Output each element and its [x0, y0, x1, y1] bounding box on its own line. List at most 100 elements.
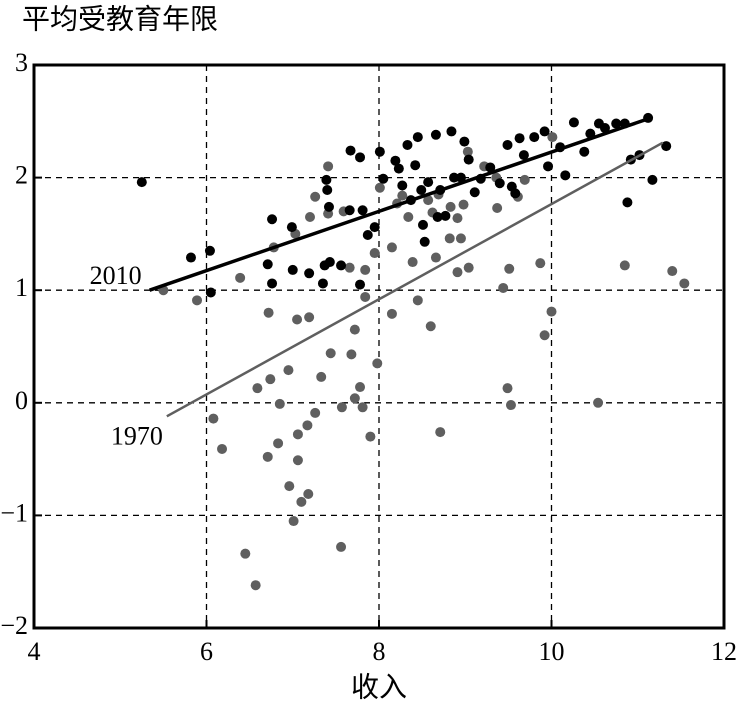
y-tick-label: 0 [15, 386, 28, 415]
fit-line [149, 116, 652, 292]
scatter-point [235, 272, 246, 283]
scatter-point [435, 427, 446, 438]
y-tick-label: 1 [15, 273, 28, 302]
scatter-point [262, 451, 273, 462]
scatter-point [444, 233, 455, 244]
scatter-point [296, 496, 307, 507]
scatter-point [302, 420, 313, 431]
scatter-point [323, 201, 334, 212]
scatter-point [469, 187, 480, 198]
series-label: 1970 [111, 421, 163, 450]
scatter-point [292, 314, 303, 325]
scatter-point [374, 182, 385, 193]
scatter-point [317, 278, 328, 289]
scatter-point [288, 516, 299, 527]
scatter-point [374, 146, 385, 157]
scatter-point [205, 287, 216, 298]
scatter-point [502, 383, 513, 394]
x-tick-label: 10 [539, 637, 565, 666]
scatter-point [529, 132, 540, 143]
scatter-point [403, 212, 414, 223]
chart-title: 平均受教育年限 [22, 3, 218, 35]
scatter-point [494, 178, 505, 189]
scatter-point [336, 541, 347, 552]
x-tick-label: 4 [28, 637, 41, 666]
scatter-point [273, 438, 284, 449]
scatter-point [568, 117, 579, 128]
scatter-point [510, 188, 521, 199]
scatter-point [504, 263, 515, 274]
scatter-point [412, 132, 423, 143]
scatter-point [611, 118, 622, 129]
scatter-point [505, 400, 516, 411]
scatter-point [647, 174, 658, 185]
scatter-point [410, 160, 421, 171]
scatter-point [136, 177, 147, 188]
scatter-point [425, 321, 436, 332]
x-tick-label: 6 [200, 637, 213, 666]
fit-line [166, 141, 664, 418]
scatter-point [360, 264, 371, 275]
scatter-point [416, 184, 427, 195]
scatter-point [455, 233, 466, 244]
scatter-point [546, 306, 557, 317]
scatter-point [185, 252, 196, 263]
scatter-point [593, 397, 604, 408]
scatter-point [349, 393, 360, 404]
scatter-point [310, 407, 321, 418]
scatter-point [539, 330, 550, 341]
scatter-point [286, 222, 297, 233]
scatter-point [267, 278, 278, 289]
scatter-point [492, 203, 503, 214]
scatter-point [267, 214, 278, 225]
scatter-point [452, 267, 463, 278]
scatter-point [519, 174, 530, 185]
scatter-point [485, 162, 496, 173]
scatter-point [321, 174, 332, 185]
scatter-point [502, 139, 513, 150]
scatter-point [397, 180, 408, 191]
scatter-point [619, 260, 630, 271]
scatter-point [346, 349, 357, 360]
scatter-point [372, 358, 383, 369]
scatter-point [599, 123, 610, 134]
scatter-point [336, 260, 347, 271]
scatter-point [310, 191, 321, 202]
scatter-point [362, 230, 373, 241]
scatter-point [446, 126, 457, 137]
scatter-point [463, 262, 474, 273]
scatter-point [344, 262, 355, 273]
scatter-point [449, 172, 460, 183]
scatter-point [455, 172, 466, 183]
x-tick-label: 12 [711, 637, 737, 666]
scatter-point [303, 489, 314, 500]
y-tick-label: 2 [15, 161, 28, 190]
scatter-point [661, 141, 672, 152]
scatter-point [323, 161, 334, 172]
scatter-point [412, 295, 423, 306]
scatter-point [452, 213, 463, 224]
scatter-point [357, 205, 368, 216]
scatter-point [192, 295, 203, 306]
scatter-point [349, 324, 360, 335]
scatter-point [217, 443, 228, 454]
scatter-point [423, 177, 434, 188]
scatter-point [304, 268, 315, 279]
scatter-point [325, 348, 336, 359]
scatter-point [417, 219, 428, 230]
scatter-point [518, 150, 529, 161]
y-tick-label: −2 [0, 611, 28, 640]
scatter-point [458, 199, 469, 210]
scatter-point [679, 278, 690, 289]
scatter-point [402, 139, 413, 150]
scatter-point [432, 212, 443, 223]
scatter-point [305, 212, 315, 223]
scatter-point [369, 222, 380, 233]
scatter-point [440, 210, 451, 221]
scatter-point [579, 146, 590, 157]
scatter-point [355, 382, 366, 393]
scatter-point [386, 242, 397, 253]
scatter-point [274, 398, 285, 409]
scatter-point [262, 259, 273, 270]
scatter-point [287, 264, 298, 275]
